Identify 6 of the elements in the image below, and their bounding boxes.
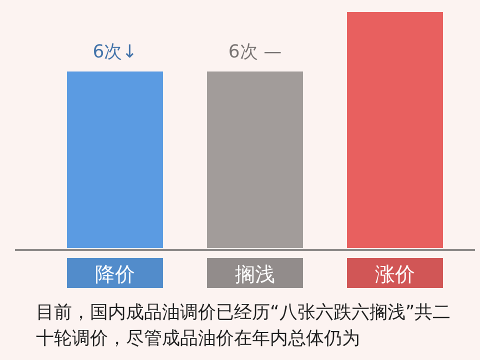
- x-tick-label: 搁浅: [235, 262, 275, 286]
- text: 目前，国内成品油调价已经历“八张六跌六搁浅”共二十轮调价，尽管成品油价在年内总体仍为: [36, 301, 452, 351]
- data-label: 6次↓: [92, 42, 138, 62]
- data-label: 6次 —: [228, 42, 282, 62]
- x-tick-label: 降价: [95, 262, 135, 286]
- x-tick-label: 涨价: [375, 262, 415, 286]
